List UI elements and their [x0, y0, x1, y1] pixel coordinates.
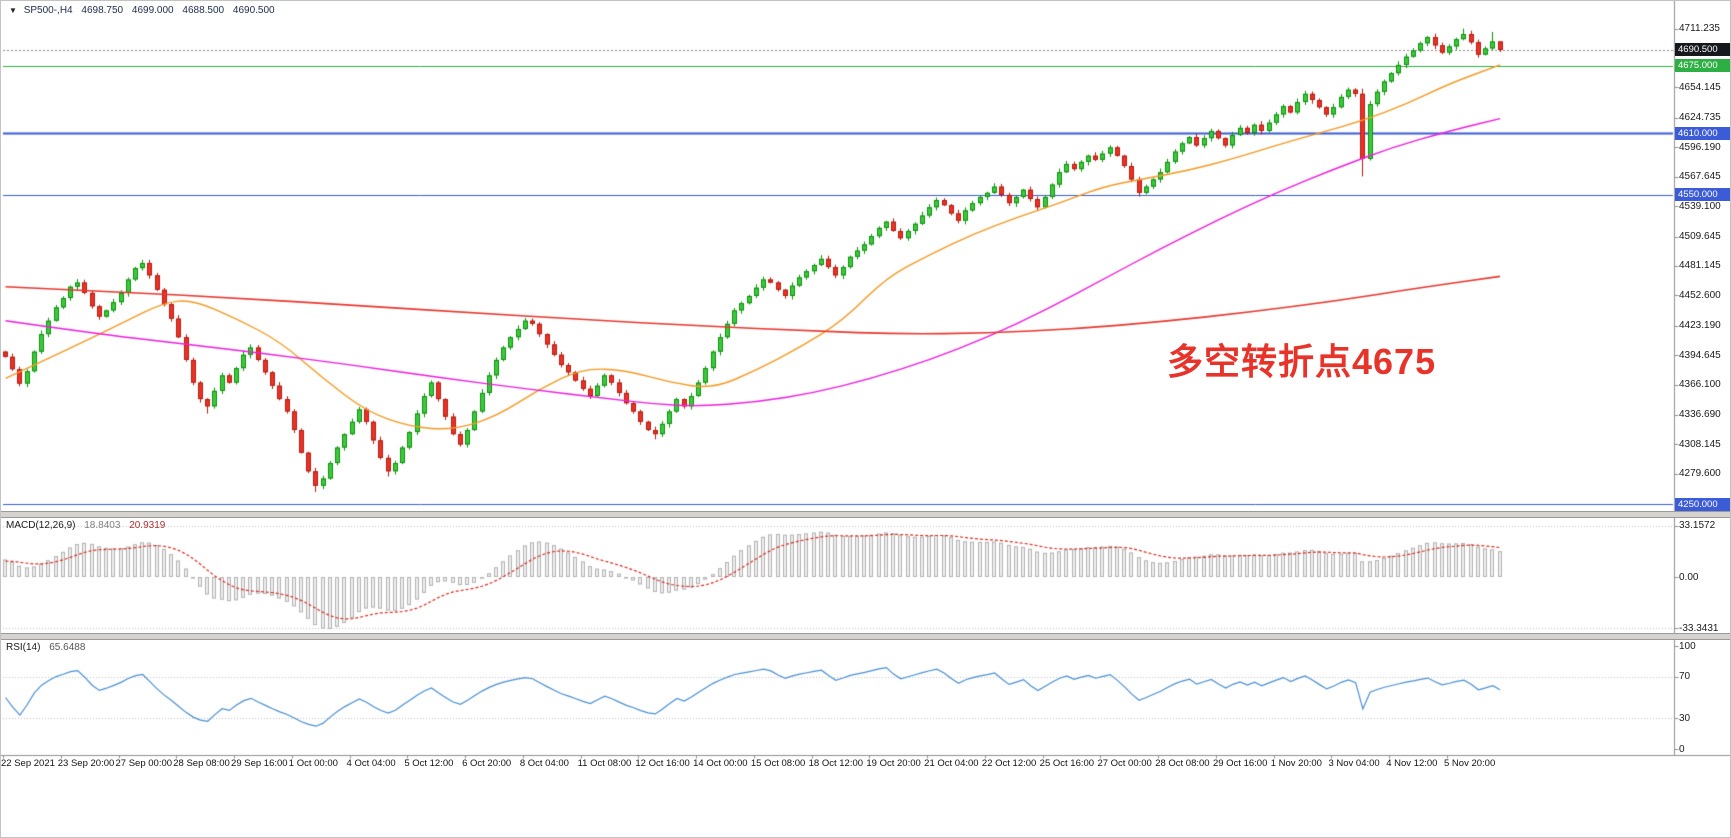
- price-axis-label: 4452.600: [1679, 289, 1721, 301]
- time-axis-label: 23 Sep 20:00: [57, 758, 115, 769]
- price-axis-label: 4654.145: [1679, 81, 1721, 93]
- ohlc-low-value: 4688.500: [182, 5, 225, 16]
- time-axis-label: 25 Oct 16:00: [1039, 758, 1095, 769]
- time-axis-label: 14 Oct 00:00: [693, 758, 748, 769]
- macd-axis-label: -33.3431: [1679, 622, 1719, 634]
- time-axis-label: 29 Oct 16:00: [1212, 758, 1268, 769]
- price-axis-label: 4624.735: [1679, 112, 1721, 124]
- time-axis-label: 5 Nov 20:00: [1444, 758, 1496, 769]
- time-axis-label: 27 Oct 00:00: [1097, 758, 1152, 769]
- macd-indicator-label: MACD(12,26,9) 18.8403 20.9319: [6, 520, 165, 531]
- ohlc-close-value: 4690.500: [232, 5, 275, 16]
- pane-splitter-macd[interactable]: [1, 511, 1730, 518]
- price-axis-label: 4279.600: [1679, 468, 1721, 480]
- time-axis-label: 1 Oct 00:00: [288, 758, 338, 769]
- level-price-tag[interactable]: 4250.000: [1675, 497, 1730, 511]
- price-axis-label: 4423.190: [1679, 320, 1721, 332]
- time-axis-label: 1 Nov 20:00: [1270, 758, 1322, 769]
- rsi-axis-label: 0: [1679, 743, 1685, 755]
- price-axis-label: 4509.645: [1679, 231, 1721, 242]
- price-axis-label: 4711.235: [1679, 23, 1720, 35]
- price-axis-label: 4308.145: [1679, 438, 1721, 450]
- time-axis-label: 29 Sep 16:00: [231, 758, 288, 769]
- time-axis-label: 11 Oct 08:00: [577, 758, 632, 769]
- rsi-axis-label: 100: [1679, 640, 1696, 652]
- time-axis-label: 22 Oct 12:00: [981, 758, 1037, 769]
- symbol-timeframe-label: SP500-,H4: [23, 5, 73, 16]
- macd-axis-label: 0.00: [1679, 571, 1699, 583]
- time-axis-label: 15 Oct 08:00: [750, 758, 806, 769]
- rsi-value: 65.6488: [49, 642, 86, 653]
- current-price-tag[interactable]: 4690.500: [1675, 43, 1730, 57]
- level-price-tag[interactable]: 4550.000: [1675, 188, 1730, 202]
- price-axis-label: 4596.190: [1679, 141, 1721, 153]
- ohlc-high-value: 4699.000: [131, 5, 174, 16]
- rsi-axis-label: 70: [1679, 671, 1691, 683]
- price-axis-label: 4567.645: [1679, 171, 1721, 183]
- time-axis-label: 6 Oct 20:00: [462, 758, 512, 769]
- price-axis-label: 4366.100: [1679, 379, 1721, 391]
- annotation-text[interactable]: 多空转折点4675: [1167, 341, 1437, 382]
- macd-axis-label: 33.1572: [1679, 520, 1716, 532]
- time-axis-label: 4 Nov 12:00: [1386, 758, 1438, 769]
- time-axis-label: 3 Nov 04:00: [1328, 758, 1380, 769]
- macd-signal-value: 20.9319: [129, 520, 166, 531]
- time-axis-label: 12 Oct 16:00: [635, 758, 690, 769]
- time-axis-label: 4 Oct 04:00: [346, 758, 396, 769]
- time-axis-label: 22 Sep 2021: [1, 758, 55, 769]
- time-axis-label: 5 Oct 12:00: [404, 758, 454, 769]
- time-axis-label: 8 Oct 04:00: [519, 758, 569, 769]
- chart-title-row: ▼ SP500-,H4 4698.750 4699.000 4688.500 4…: [9, 5, 281, 16]
- macd-name: MACD(12,26,9): [6, 520, 76, 531]
- price-axis-label: 4394.645: [1679, 349, 1721, 361]
- time-axis-label: 28 Oct 08:00: [1155, 758, 1210, 769]
- time-axis-label: 27 Sep 00:00: [115, 758, 173, 769]
- level-price-tag[interactable]: 4675.000: [1675, 59, 1730, 73]
- ohlc-open-value: 4698.750: [81, 5, 124, 16]
- chart-dropdown-icon[interactable]: ▼: [9, 6, 17, 15]
- pane-splitter-rsi[interactable]: [1, 633, 1730, 640]
- time-axis-label: 18 Oct 12:00: [808, 758, 864, 769]
- price-axis-label: 4336.690: [1679, 409, 1721, 421]
- time-axis-label: 19 Oct 20:00: [866, 758, 921, 769]
- rsi-indicator-label: RSI(14) 65.6488: [6, 642, 85, 653]
- level-price-tag[interactable]: 4610.000: [1675, 126, 1730, 140]
- rsi-name: RSI(14): [6, 642, 41, 653]
- time-axis-label: 21 Oct 04:00: [924, 758, 979, 769]
- price-axis-label: 4539.100: [1679, 200, 1721, 212]
- time-axis-label: 28 Sep 08:00: [173, 758, 230, 769]
- macd-main-value: 18.8403: [84, 520, 121, 531]
- price-axis-label: 4481.145: [1679, 260, 1721, 272]
- rsi-axis-label: 30: [1679, 712, 1691, 724]
